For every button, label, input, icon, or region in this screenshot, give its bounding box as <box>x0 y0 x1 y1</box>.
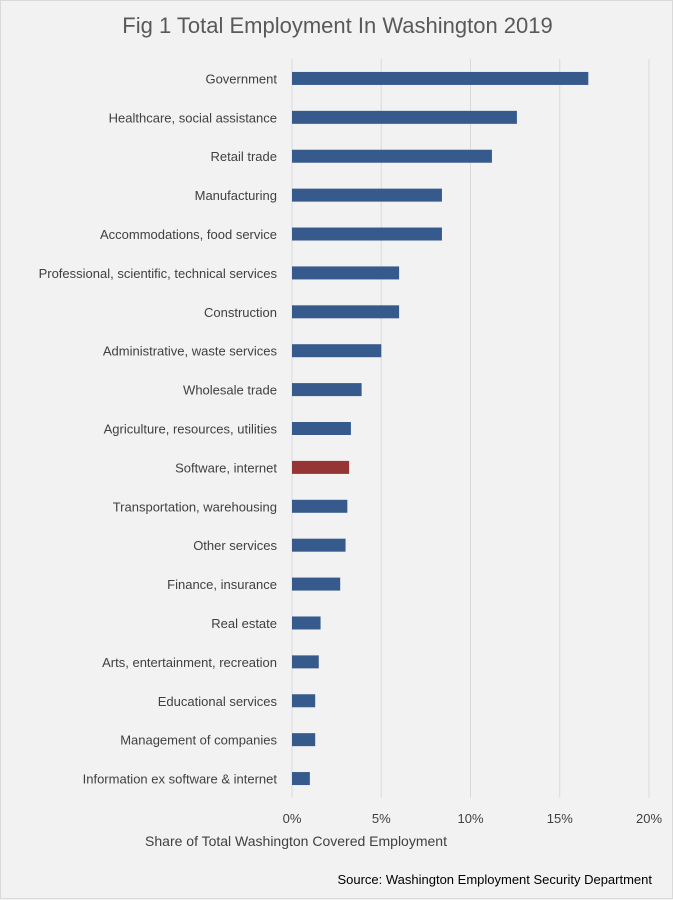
category-label: Retail trade <box>211 149 277 164</box>
category-label: Agriculture, resources, utilities <box>104 422 278 437</box>
category-label: Software, internet <box>175 460 277 475</box>
bar <box>292 616 321 630</box>
bar <box>292 499 348 513</box>
category-label: Management of companies <box>120 733 277 748</box>
x-tick-label: 15% <box>547 811 573 826</box>
bar <box>292 71 589 85</box>
category-label: Transportation, warehousing <box>113 499 277 514</box>
bar <box>292 538 346 552</box>
bar <box>292 577 341 591</box>
x-tick-label: 5% <box>372 811 391 826</box>
bar <box>292 383 362 397</box>
chart-title: Fig 1 Total Employment In Washington 201… <box>122 13 553 38</box>
category-label: Government <box>205 71 277 86</box>
category-label: Manufacturing <box>195 188 277 203</box>
bar <box>292 422 351 435</box>
category-label: Information ex software & internet <box>83 772 278 787</box>
bar <box>292 694 316 708</box>
x-axis-label: Share of Total Washington Covered Employ… <box>145 833 447 849</box>
category-label: Administrative, waste services <box>103 344 278 359</box>
category-label: Professional, scientific, technical serv… <box>39 266 278 281</box>
bar <box>292 110 517 124</box>
bar <box>292 227 442 241</box>
bar <box>292 344 382 358</box>
bar <box>292 460 350 474</box>
category-label: Other services <box>193 538 277 553</box>
category-label: Real estate <box>211 616 277 631</box>
bar <box>292 305 400 319</box>
x-tick-label: 10% <box>457 811 483 826</box>
bar <box>292 266 400 280</box>
category-label: Construction <box>204 305 277 320</box>
bar <box>292 733 316 747</box>
category-label: Finance, insurance <box>167 577 277 592</box>
category-label: Healthcare, social assistance <box>109 110 277 125</box>
bar <box>292 655 319 669</box>
source-note: Source: Washington Employment Security D… <box>337 872 652 887</box>
bar <box>292 772 310 786</box>
category-label: Arts, entertainment, recreation <box>102 655 277 670</box>
x-tick-label: 0% <box>283 811 302 826</box>
category-label: Educational services <box>158 694 278 709</box>
category-label: Wholesale trade <box>183 383 277 398</box>
bar <box>292 188 442 202</box>
x-tick-label: 20% <box>636 811 662 826</box>
category-label: Accommodations, food service <box>100 227 277 242</box>
bar <box>292 149 492 163</box>
